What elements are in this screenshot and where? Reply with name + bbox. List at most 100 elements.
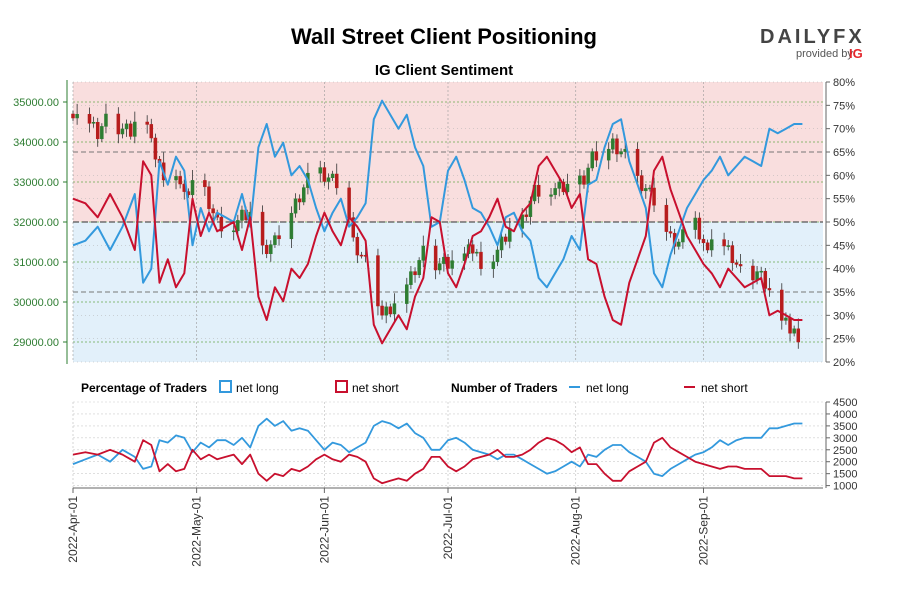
- candle-down: [594, 151, 599, 161]
- candle-up: [269, 244, 273, 254]
- candle-up: [231, 230, 236, 233]
- candle-up: [606, 148, 611, 161]
- percent-tick-label: 40%: [833, 264, 855, 276]
- candle-down: [615, 138, 619, 155]
- candle-down: [334, 173, 339, 189]
- candle-down: [128, 123, 133, 137]
- candle-down: [697, 217, 702, 240]
- candle-down: [788, 317, 792, 334]
- candle-up: [421, 245, 426, 261]
- candle-up: [784, 317, 788, 321]
- candle-up: [409, 271, 413, 285]
- price-tick-label: 31000.00: [13, 257, 59, 269]
- candle-down: [503, 236, 508, 242]
- main-grid: [72, 81, 823, 363]
- candle-down: [582, 175, 586, 185]
- candle-down: [355, 236, 360, 256]
- traders-tick-label: 4000: [833, 409, 857, 421]
- legend-pct-short-swatch: [335, 380, 348, 393]
- candle-down: [359, 254, 364, 257]
- candle-up: [289, 212, 294, 240]
- candle-up: [302, 187, 306, 203]
- date-tick-label: 2022-Apr-01: [66, 496, 80, 563]
- candle-down: [277, 235, 281, 240]
- percent-tick-label: 55%: [833, 194, 855, 206]
- candle-up: [236, 220, 240, 232]
- candle-down: [149, 124, 154, 139]
- price-tick-label: 32000.00: [13, 217, 59, 229]
- candle-up: [759, 270, 763, 273]
- candle-up: [681, 229, 685, 243]
- candle-up: [586, 167, 590, 185]
- legend-pct-long-swatch: [219, 380, 232, 393]
- percent-tick-label: 80%: [833, 77, 855, 89]
- candle-down: [71, 113, 75, 119]
- chart-title: Wall Street Client Positioning: [291, 24, 597, 49]
- candle-up: [792, 328, 796, 334]
- candle-down: [203, 180, 207, 188]
- candle-down: [664, 204, 669, 232]
- candle-down: [433, 245, 438, 271]
- candle-down: [322, 167, 327, 182]
- logo-provided-by: provided by: [796, 48, 853, 60]
- percent-tick-label: 60%: [833, 170, 855, 182]
- date-tick-label: 2022-Jul-01: [441, 496, 455, 560]
- candle-down: [211, 208, 215, 214]
- traders-lines: [72, 417, 803, 485]
- net-short-traders-line: [72, 436, 803, 485]
- candle-down: [701, 238, 706, 244]
- candle-down: [347, 187, 351, 218]
- candle-down: [734, 262, 739, 265]
- candle-up: [75, 114, 79, 119]
- candle-down: [219, 216, 224, 232]
- legend-num-title: Number of Traders: [451, 381, 558, 395]
- traders-tick-label: 2000: [833, 457, 857, 469]
- candle-up: [392, 303, 397, 315]
- candle-up: [104, 113, 108, 127]
- traders-tick-label: 4500: [833, 397, 857, 409]
- net-short-percent-line: [72, 155, 803, 345]
- candle-up: [384, 306, 388, 316]
- logo-wordmark: DAILYFX: [760, 26, 865, 48]
- candle-up: [491, 261, 496, 269]
- candle-up: [100, 126, 104, 140]
- percent-tick-label: 70%: [833, 124, 855, 136]
- candle-up: [438, 263, 442, 271]
- percent-lines: [72, 99, 803, 345]
- candle-up: [709, 239, 714, 251]
- percent-tick-label: 65%: [833, 147, 855, 159]
- candle-up: [565, 183, 570, 193]
- percent-tick-label: 75%: [833, 100, 855, 112]
- candle-up: [293, 198, 298, 214]
- candle-up: [326, 177, 331, 182]
- candle-up: [726, 245, 730, 247]
- candle-down: [87, 114, 92, 124]
- candle-up: [190, 180, 195, 196]
- traders-tick-label: 2500: [833, 445, 857, 457]
- candle-up: [611, 138, 615, 150]
- candle-down: [297, 198, 302, 203]
- candle-up: [557, 181, 562, 189]
- candle-down: [705, 242, 710, 251]
- legend-num-long-label: net long: [586, 381, 629, 395]
- candle-up: [124, 123, 129, 130]
- candle-down: [730, 245, 735, 264]
- candle-up: [91, 122, 96, 124]
- candle-down: [796, 328, 801, 343]
- logo-ig-brand: IG: [849, 46, 863, 61]
- candle-up: [499, 236, 504, 251]
- percent-tick-label: 50%: [833, 217, 855, 229]
- traders-tick-label: 1000: [833, 481, 857, 493]
- price-tick-label: 33000.00: [13, 177, 59, 189]
- percent-tick-label: 25%: [833, 334, 855, 346]
- candle-down: [479, 251, 483, 269]
- traders-grid: [72, 401, 823, 488]
- percent-tick-label: 35%: [833, 287, 855, 299]
- candle-down: [351, 217, 355, 238]
- candle-down: [524, 214, 529, 217]
- candle-up: [677, 241, 681, 247]
- candle-up: [553, 188, 557, 196]
